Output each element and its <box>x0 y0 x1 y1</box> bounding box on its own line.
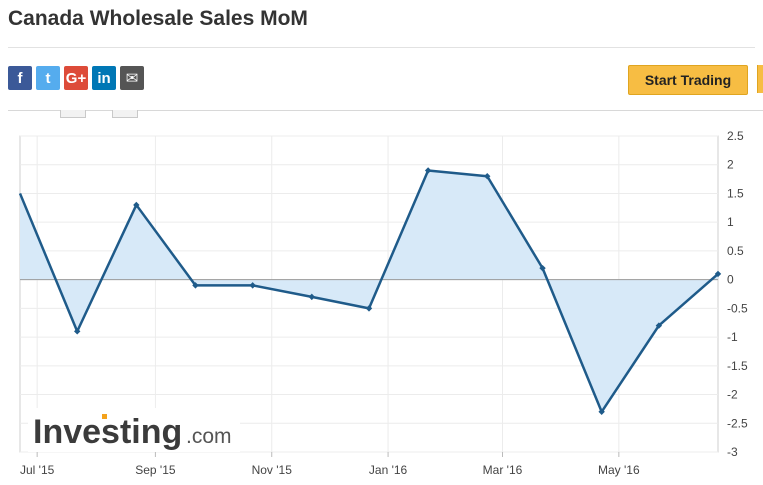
y-tick-label: 2.5 <box>727 129 744 143</box>
x-tick-label: Jul '15 <box>20 463 55 477</box>
data-point <box>598 408 605 415</box>
data-point <box>655 322 663 329</box>
data-point <box>484 173 491 180</box>
chart-points <box>74 167 722 415</box>
data-point <box>74 328 81 335</box>
y-tick-label: 1 <box>727 215 734 229</box>
data-point <box>192 282 199 289</box>
share-bar: f t G+ in ✉ <box>8 66 144 90</box>
y-tick-label: 0 <box>727 273 734 287</box>
y-tick-label: -2 <box>727 388 738 402</box>
logo-dot <box>102 414 107 419</box>
x-tick-label: Mar '16 <box>483 463 523 477</box>
y-tick-label: 0.5 <box>727 244 744 258</box>
google-plus-icon[interactable]: G+ <box>64 66 88 90</box>
cutoff-button-edge[interactable] <box>757 65 763 93</box>
data-point <box>133 201 140 209</box>
y-axis-labels: 2.5 2 1.5 1 0.5 0 -0.5 -1 -1.5 -2 -2.5 -3 <box>727 129 748 459</box>
y-tick-label: -3 <box>727 445 738 459</box>
y-tick-label: 1.5 <box>727 186 744 200</box>
y-tick-label: 2 <box>727 158 734 172</box>
x-tick-label: May '16 <box>598 463 640 477</box>
investing-logo: Investing .com <box>28 408 240 452</box>
y-tick-label: -0.5 <box>727 301 748 315</box>
data-point <box>714 270 722 278</box>
x-tick-label: Sep '15 <box>135 463 176 477</box>
y-tick-label: -1.5 <box>727 359 748 373</box>
x-tick-label: Nov '15 <box>252 463 293 477</box>
logo-suffix: .com <box>186 425 232 448</box>
chart-area-fill <box>20 170 718 412</box>
y-tick-label: -1 <box>727 330 738 344</box>
y-tick-label: -2.5 <box>727 416 748 430</box>
data-point <box>308 293 315 301</box>
chart-tab-stub[interactable] <box>112 110 138 118</box>
data-point <box>539 264 546 272</box>
chart-tab-stub[interactable] <box>60 110 86 118</box>
logo-text: Investing <box>33 413 182 451</box>
page-title: Canada Wholesale Sales MoM <box>8 7 308 30</box>
x-tick-label: Jan '16 <box>369 463 408 477</box>
email-icon[interactable]: ✉ <box>120 66 144 90</box>
x-axis-labels: Jul '15 Sep '15 Nov '15 Jan '16 Mar '16 May '… <box>20 452 640 477</box>
chart-frame <box>8 110 763 485</box>
data-point <box>365 305 373 312</box>
data-point <box>249 282 256 289</box>
logo-background <box>28 408 240 452</box>
header-divider <box>8 47 755 48</box>
facebook-icon[interactable]: f <box>8 66 32 90</box>
twitter-icon[interactable]: t <box>36 66 60 90</box>
start-trading-button[interactable]: Start Trading <box>628 65 748 95</box>
linkedin-icon[interactable]: in <box>92 66 116 90</box>
data-point <box>424 167 432 174</box>
